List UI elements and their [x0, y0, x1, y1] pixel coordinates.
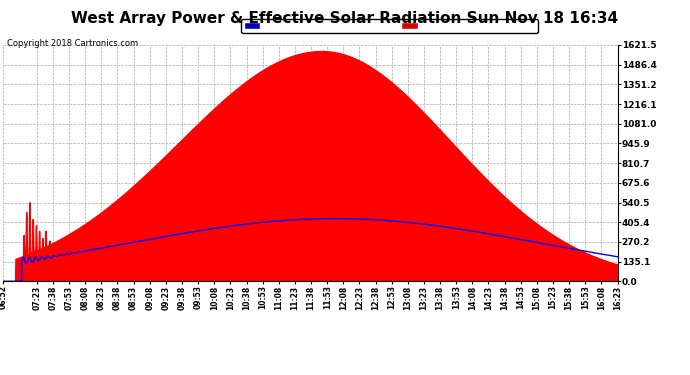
Text: Copyright 2018 Cartronics.com: Copyright 2018 Cartronics.com	[7, 39, 138, 48]
Legend: Radiation (Effective w/m2), West Array (DC Watts): Radiation (Effective w/m2), West Array (…	[241, 19, 538, 33]
Text: West Array Power & Effective Solar Radiation Sun Nov 18 16:34: West Array Power & Effective Solar Radia…	[72, 11, 618, 26]
